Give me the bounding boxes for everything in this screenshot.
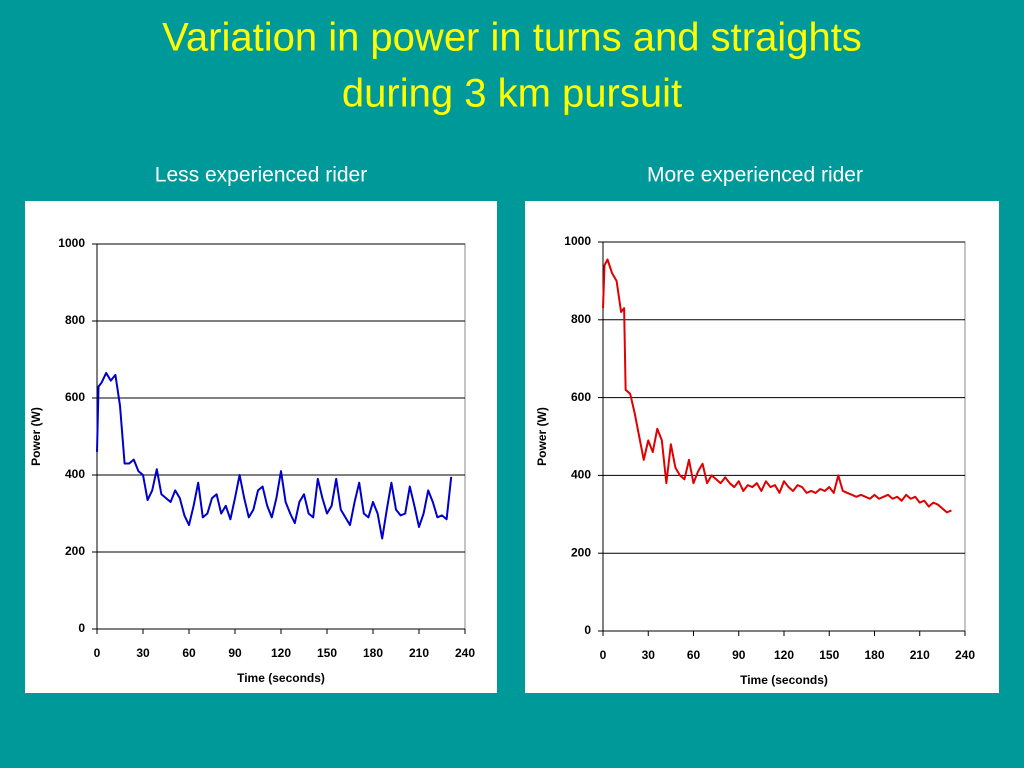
data-line [96,371,453,540]
x-tick-label: 240 [955,648,975,662]
y-tick-label: 0 [78,621,85,635]
x-axis-title: Time (seconds) [237,671,325,685]
y-tick-label: 1000 [58,236,85,250]
plot-area [602,241,966,632]
x-tick-label: 150 [819,648,839,662]
slide-title: Variation in power in turns and straight… [162,16,862,60]
y-tick-label: 600 [65,390,85,404]
x-axis-title: Time (seconds) [740,673,828,687]
x-tick-label: 120 [774,648,794,662]
y-axis-title: Power (W) [535,407,549,466]
x-tick-label: 30 [136,646,150,660]
x-tick-label: 0 [94,646,101,660]
y-tick-label: 400 [65,467,85,481]
y-tick-label: 600 [571,390,591,404]
plot-area [96,243,466,630]
chart-title: Less experienced rider [155,164,367,187]
x-tick-label: 120 [271,646,291,660]
slide-title: during 3 km pursuit [342,72,682,116]
x-tick-label: 210 [409,646,429,660]
x-tick-label: 60 [182,646,196,660]
x-tick-label: 180 [363,646,383,660]
data-line [602,258,952,514]
x-tick-label: 240 [455,646,475,660]
y-tick-label: 200 [571,545,591,559]
x-tick-label: 90 [732,648,746,662]
y-axis-title: Power (W) [29,407,43,466]
chart-title: More experienced rider [647,164,863,187]
y-tick-label: 800 [571,312,591,326]
x-tick-label: 0 [600,648,607,662]
y-tick-label: 1000 [564,234,591,248]
y-tick-label: 800 [65,313,85,327]
y-tick-label: 400 [571,468,591,482]
x-tick-label: 180 [864,648,884,662]
y-tick-label: 200 [65,544,85,558]
x-tick-label: 210 [910,648,930,662]
x-tick-label: 90 [228,646,242,660]
x-tick-label: 30 [642,648,656,662]
x-tick-label: 150 [317,646,337,660]
y-tick-label: 0 [584,623,591,637]
x-tick-label: 60 [687,648,701,662]
